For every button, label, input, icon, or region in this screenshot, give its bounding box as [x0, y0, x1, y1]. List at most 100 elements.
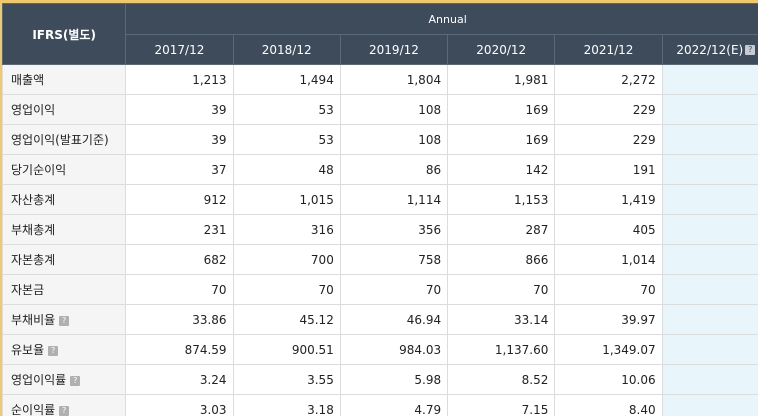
row-label: 순이익률 [11, 403, 56, 416]
help-icon[interactable]: ? [48, 345, 59, 356]
row-label-cell: 부채비율? [2, 304, 127, 335]
table-row: 자본금 70 70 70 70 70 [2, 274, 758, 305]
financial-table: IFRS(별도) Annual 2017/12 2018/12 2019/12 … [2, 3, 758, 416]
row-label: 영업이익(발표기준) [11, 133, 109, 147]
value-cell: 53 [232, 94, 341, 125]
help-icon[interactable]: ? [70, 375, 81, 386]
value-cell: 70 [339, 274, 449, 305]
value-cell: 108 [339, 124, 449, 155]
value-cell: 191 [554, 154, 663, 185]
row-label: 부채비율 [11, 313, 56, 327]
table-row: 순이익률? 3.03 3.18 4.79 7.15 8.40 [2, 394, 758, 416]
header-year-estimate: 2022/12(E)? [661, 34, 758, 65]
value-cell: 142 [447, 154, 556, 185]
value-cell: 1,213 [125, 64, 234, 95]
row-label-cell: 영업이익 [2, 94, 127, 125]
value-cell: 37 [125, 154, 234, 185]
value-cell: 874.59 [125, 334, 234, 365]
value-cell: 3.18 [232, 394, 341, 416]
value-cell: 229 [554, 124, 663, 155]
row-label-cell: 영업이익률? [2, 364, 127, 395]
row-label: 자산총계 [11, 193, 56, 207]
table-row: 당기순이익 37 48 86 142 191 [2, 154, 758, 185]
value-cell: 70 [554, 274, 663, 305]
value-cell: 46.94 [339, 304, 449, 335]
value-cell: 1,015 [232, 184, 341, 215]
value-cell: 316 [232, 214, 341, 245]
value-cell: 33.86 [125, 304, 234, 335]
row-label-cell: 영업이익(발표기준) [2, 124, 127, 155]
value-cell: 229 [554, 94, 663, 125]
header-year: 2021/12 [554, 34, 663, 65]
header-year: 2019/12 [339, 34, 449, 65]
value-cell: 45.12 [232, 304, 341, 335]
row-label-cell: 매출액 [2, 64, 127, 95]
value-cell: 700 [232, 244, 341, 275]
table-row: 부채비율? 33.86 45.12 46.94 33.14 39.97 [2, 304, 758, 335]
value-cell: 287 [447, 214, 556, 245]
table-row: 자본총계 682 700 758 866 1,014 [2, 244, 758, 275]
value-cell: 3.03 [125, 394, 234, 416]
value-cell: 984.03 [339, 334, 449, 365]
value-cell: 39 [125, 124, 234, 155]
estimate-cell [661, 154, 758, 185]
value-cell: 39 [125, 94, 234, 125]
value-cell: 169 [447, 94, 556, 125]
row-label: 영업이익률 [11, 373, 67, 387]
value-cell: 108 [339, 94, 449, 125]
header-year-estimate-label: 2022/12(E) [676, 42, 744, 57]
value-cell: 900.51 [232, 334, 341, 365]
value-cell: 48 [232, 154, 341, 185]
header-year: 2017/12 [125, 34, 234, 65]
help-icon[interactable]: ? [59, 315, 70, 326]
help-icon[interactable]: ? [745, 45, 756, 55]
row-label: 영업이익 [11, 103, 56, 117]
value-cell: 2,272 [554, 64, 663, 95]
table-row: 영업이익 39 53 108 169 229 [2, 94, 758, 125]
estimate-cell [661, 334, 758, 365]
table-row: 유보율? 874.59 900.51 984.03 1,137.60 1,349.07 [2, 334, 758, 365]
row-label: 자본금 [11, 283, 45, 297]
value-cell: 70 [447, 274, 556, 305]
value-cell: 5.98 [339, 364, 449, 395]
value-cell: 356 [339, 214, 449, 245]
value-cell: 912 [125, 184, 234, 215]
value-cell: 33.14 [447, 304, 556, 335]
value-cell: 1,114 [339, 184, 449, 215]
value-cell: 1,137.60 [447, 334, 556, 365]
estimate-cell [661, 244, 758, 275]
value-cell: 8.52 [447, 364, 556, 395]
table-row: 영업이익률? 3.24 3.55 5.98 8.52 10.06 [2, 364, 758, 395]
row-label-cell: 자산총계 [2, 184, 127, 215]
value-cell: 7.15 [447, 394, 556, 416]
value-cell: 1,153 [447, 184, 556, 215]
row-label-cell: 자본총계 [2, 244, 127, 275]
estimate-cell [661, 184, 758, 215]
value-cell: 10.06 [554, 364, 663, 395]
row-label-cell: 유보율? [2, 334, 127, 365]
help-icon[interactable]: ? [59, 405, 70, 416]
table-row: 부채총계 231 316 356 287 405 [2, 214, 758, 245]
row-label-cell: 순이익률? [2, 394, 127, 416]
value-cell: 1,981 [447, 64, 556, 95]
value-cell: 1,014 [554, 244, 663, 275]
value-cell: 70 [125, 274, 234, 305]
row-label: 유보율 [11, 343, 45, 357]
value-cell: 1,804 [339, 64, 449, 95]
value-cell: 3.24 [125, 364, 234, 395]
value-cell: 682 [125, 244, 234, 275]
row-label: 자본총계 [11, 253, 56, 267]
header-annual: Annual [125, 3, 758, 35]
value-cell: 866 [447, 244, 556, 275]
value-cell: 4.79 [339, 394, 449, 416]
estimate-cell [661, 64, 758, 95]
estimate-cell [661, 304, 758, 335]
financial-summary-panel: IFRS(별도) Annual 2017/12 2018/12 2019/12 … [2, 3, 758, 416]
value-cell: 86 [339, 154, 449, 185]
row-label: 매출액 [11, 73, 45, 87]
value-cell: 1,419 [554, 184, 663, 215]
table-row: 영업이익(발표기준) 39 53 108 169 229 [2, 124, 758, 155]
row-label: 부채총계 [11, 223, 56, 237]
estimate-cell [661, 214, 758, 245]
table-row: 매출액 1,213 1,494 1,804 1,981 2,272 [2, 64, 758, 95]
